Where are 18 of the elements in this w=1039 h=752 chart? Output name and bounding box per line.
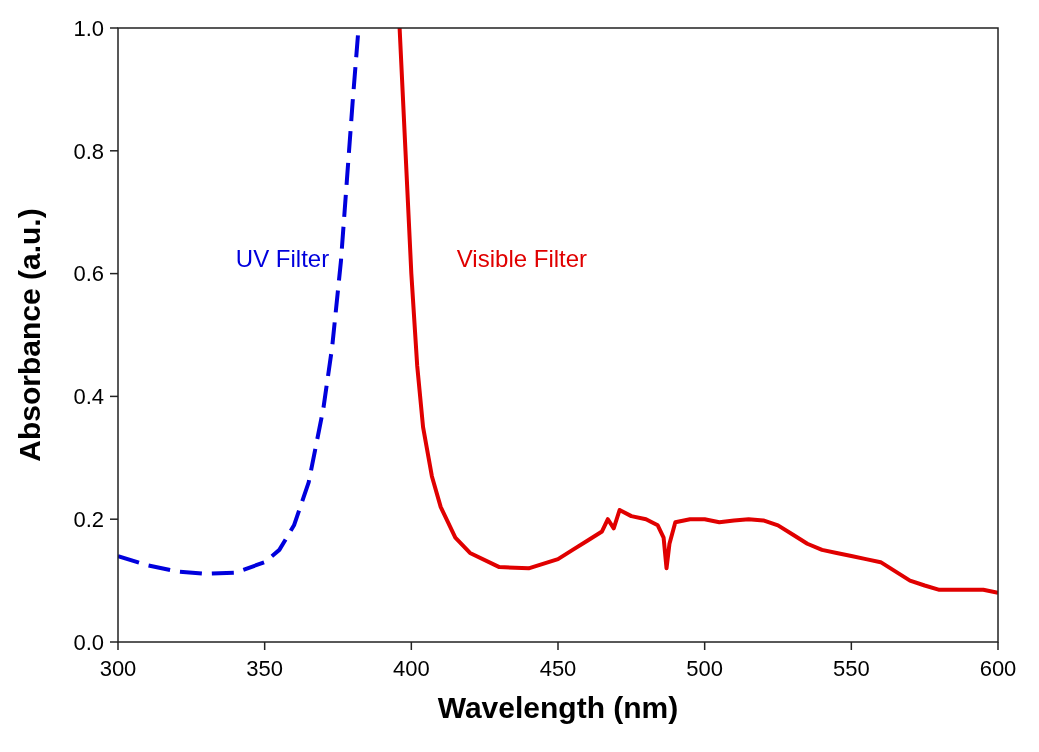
- series-label: Visible Filter: [456, 245, 588, 273]
- y-tick-label: 1.0: [73, 15, 104, 41]
- x-tick-label: 350: [246, 656, 284, 681]
- series-label: UV Filter: [235, 245, 330, 273]
- x-tick-label: 500: [686, 656, 724, 681]
- y-tick-label: 0.2: [73, 506, 104, 532]
- x-axis-title: Wavelength (nm): [437, 691, 679, 724]
- x-tick-label: 400: [392, 656, 430, 681]
- y-tick-label: 0.4: [73, 384, 104, 410]
- x-tick-label: 300: [99, 656, 137, 681]
- x-tick-label: 600: [979, 656, 1017, 681]
- line-series: [397, 28, 998, 595]
- y-tick-label: 0.6: [73, 261, 104, 287]
- x-tick-label: 450: [539, 656, 577, 681]
- y-tick-label: 0.0: [73, 629, 104, 655]
- x-tick-label: 550: [832, 656, 870, 681]
- y-axis-title: Absorbance (a.u.): [13, 208, 46, 462]
- y-tick-label: 0.8: [73, 138, 104, 164]
